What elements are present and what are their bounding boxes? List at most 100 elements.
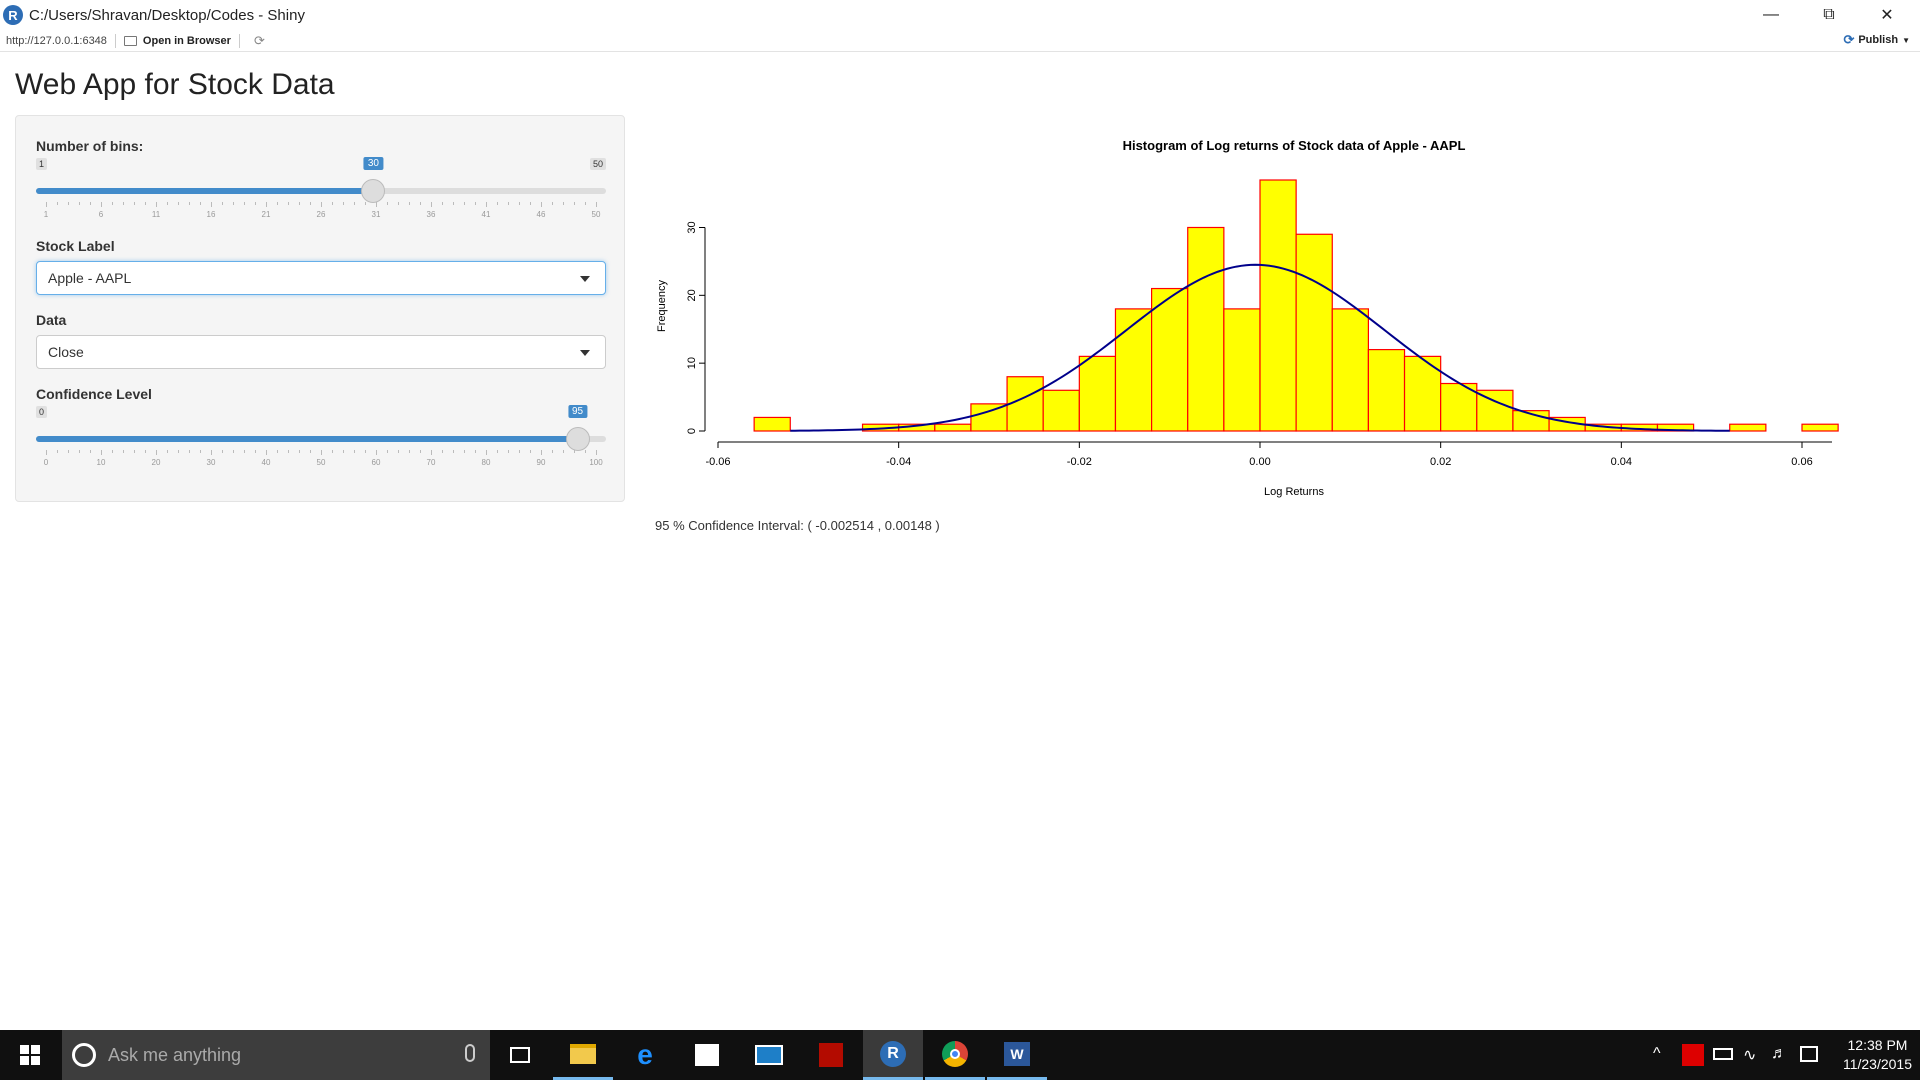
task-view-button[interactable] [490, 1030, 550, 1080]
publish-label: Publish [1858, 34, 1899, 46]
slider-tick [486, 202, 487, 207]
slider-tick-label: 0 [43, 458, 49, 467]
slider-tick-label: 11 [151, 210, 161, 219]
publish-button[interactable]: ⟳ Publish ▼ [1843, 32, 1910, 48]
chevron-down-icon: ▼ [1902, 35, 1910, 45]
slider-minor-tick [277, 450, 278, 453]
edge-app[interactable]: e [615, 1030, 675, 1080]
wifi-icon[interactable]: ∿ [1743, 1047, 1757, 1064]
r-icon: R [880, 1040, 906, 1067]
chevron-down-icon [580, 276, 590, 282]
slider-minor-tick [90, 450, 91, 453]
minimize-button[interactable]: — [1763, 6, 1779, 23]
chevron-up-icon[interactable]: ^ [1653, 1045, 1661, 1062]
normal-density-curve [790, 263, 1730, 432]
slider-tick [46, 202, 47, 207]
chevron-down-icon [580, 350, 590, 356]
y-tick-label: 0 [686, 428, 698, 434]
slider-tick [541, 202, 542, 207]
slider-handle[interactable] [361, 179, 386, 203]
stock-label: Stock Label [36, 238, 115, 254]
battery-icon[interactable] [1713, 1048, 1733, 1060]
slider-tick-label: 26 [316, 210, 326, 219]
slider-minor-tick [79, 450, 80, 453]
slider-minor-tick [310, 202, 311, 205]
slider-minor-tick [167, 450, 168, 453]
notifications-icon[interactable] [1800, 1046, 1818, 1062]
antivirus-icon[interactable] [1682, 1044, 1704, 1066]
restore-button[interactable]: ⧉ [1823, 6, 1835, 23]
stock-select[interactable]: Apple - AAPL [36, 261, 606, 295]
slider-minor-tick [530, 202, 531, 205]
microphone-icon[interactable] [465, 1044, 475, 1062]
volume-icon[interactable]: ♬ [1771, 1045, 1787, 1062]
page-title: Web App for Stock Data [15, 68, 335, 101]
r-logo-icon: R [3, 5, 23, 25]
address-bar: http://127.0.0.1:6348 Open in Browser ⟳ [0, 30, 1920, 52]
open-in-browser-button[interactable]: Open in Browser [123, 35, 231, 47]
slider-tick [431, 450, 432, 455]
acrobat-app[interactable] [801, 1030, 861, 1080]
slider-minor-tick [90, 202, 91, 205]
slider-minor-tick [442, 450, 443, 453]
y-tick-label: 20 [686, 289, 698, 301]
slider-minor-tick [167, 202, 168, 205]
slider-minor-tick [178, 450, 179, 453]
clock-time: 12:38 PM [1847, 1037, 1908, 1053]
refresh-icon[interactable]: ⟳ [253, 32, 265, 48]
slider-minor-tick [354, 202, 355, 205]
window-titlebar: R C:/Users/Shravan/Desktop/Codes - Shiny [0, 0, 1920, 30]
slider-ticks: 0 10 20 30 40 50 60 70 80 90 100 [36, 450, 606, 467]
slider-tick-label: 6 [98, 210, 104, 219]
slider-minor-tick [519, 450, 520, 453]
histogram-bar [1006, 376, 1044, 432]
slider-tick-label: 50 [591, 210, 601, 219]
slider-tick-label: 40 [261, 458, 271, 467]
window-title: C:/Users/Shravan/Desktop/Codes - Shiny [29, 6, 305, 24]
system-clock[interactable]: 12:38 PM 11/23/2015 [1843, 1036, 1912, 1074]
slider-minor-tick [332, 202, 333, 205]
slider-minor-tick [222, 450, 223, 453]
slider-minor-tick [475, 202, 476, 205]
slider-tick-label: 21 [261, 210, 271, 219]
slider-handle[interactable] [565, 427, 590, 451]
search-box[interactable]: Ask me anything [62, 1030, 490, 1080]
sidebar-panel: Number of bins: 1 50 30 1 6 11 16 21 26 31 36 41… [15, 115, 625, 502]
slider-minor-tick [365, 450, 366, 453]
slider-minor-tick [508, 450, 509, 453]
slider-minor-tick [409, 450, 410, 453]
slider-tick [266, 450, 267, 455]
slider-minor-tick [420, 202, 421, 205]
close-button[interactable]: ✕ [1880, 7, 1894, 24]
start-button[interactable] [0, 1030, 60, 1080]
store-app[interactable] [677, 1030, 737, 1080]
slider-minor-tick [574, 202, 575, 205]
chrome-app[interactable] [925, 1030, 985, 1080]
slider-tick-label: 36 [426, 210, 436, 219]
slider-minor-tick [464, 450, 465, 453]
slider-tick-label: 20 [151, 458, 161, 467]
slider-minor-tick [288, 202, 289, 205]
file-explorer-app[interactable] [553, 1030, 613, 1080]
data-select[interactable]: Close [36, 335, 606, 369]
slider-minor-tick [442, 202, 443, 205]
slider-tick-label: 30 [206, 458, 216, 467]
histogram-bar [1078, 355, 1117, 432]
slider-minor-tick [398, 202, 399, 205]
remote-desktop-app[interactable] [739, 1030, 799, 1080]
slider-minor-tick [365, 202, 366, 205]
clock-date: 11/23/2015 [1842, 1056, 1912, 1072]
slider-tick-label: 60 [371, 458, 381, 467]
slider-tick-label: 31 [371, 210, 381, 219]
slider-tick [321, 450, 322, 455]
slider-tick [156, 450, 157, 455]
slider-tick-label: 46 [536, 210, 546, 219]
slider-ticks: 1 6 11 16 21 26 31 36 41 46 50 [36, 202, 606, 219]
word-app[interactable]: W [987, 1030, 1047, 1080]
slider-tick-label: 1 [43, 210, 49, 219]
slider-value-label: 95 [567, 405, 588, 418]
slider-minor-tick [574, 450, 575, 453]
rstudio-app[interactable]: R [863, 1030, 923, 1080]
slider-tick [46, 450, 47, 455]
data-select-value: Close [48, 344, 84, 360]
